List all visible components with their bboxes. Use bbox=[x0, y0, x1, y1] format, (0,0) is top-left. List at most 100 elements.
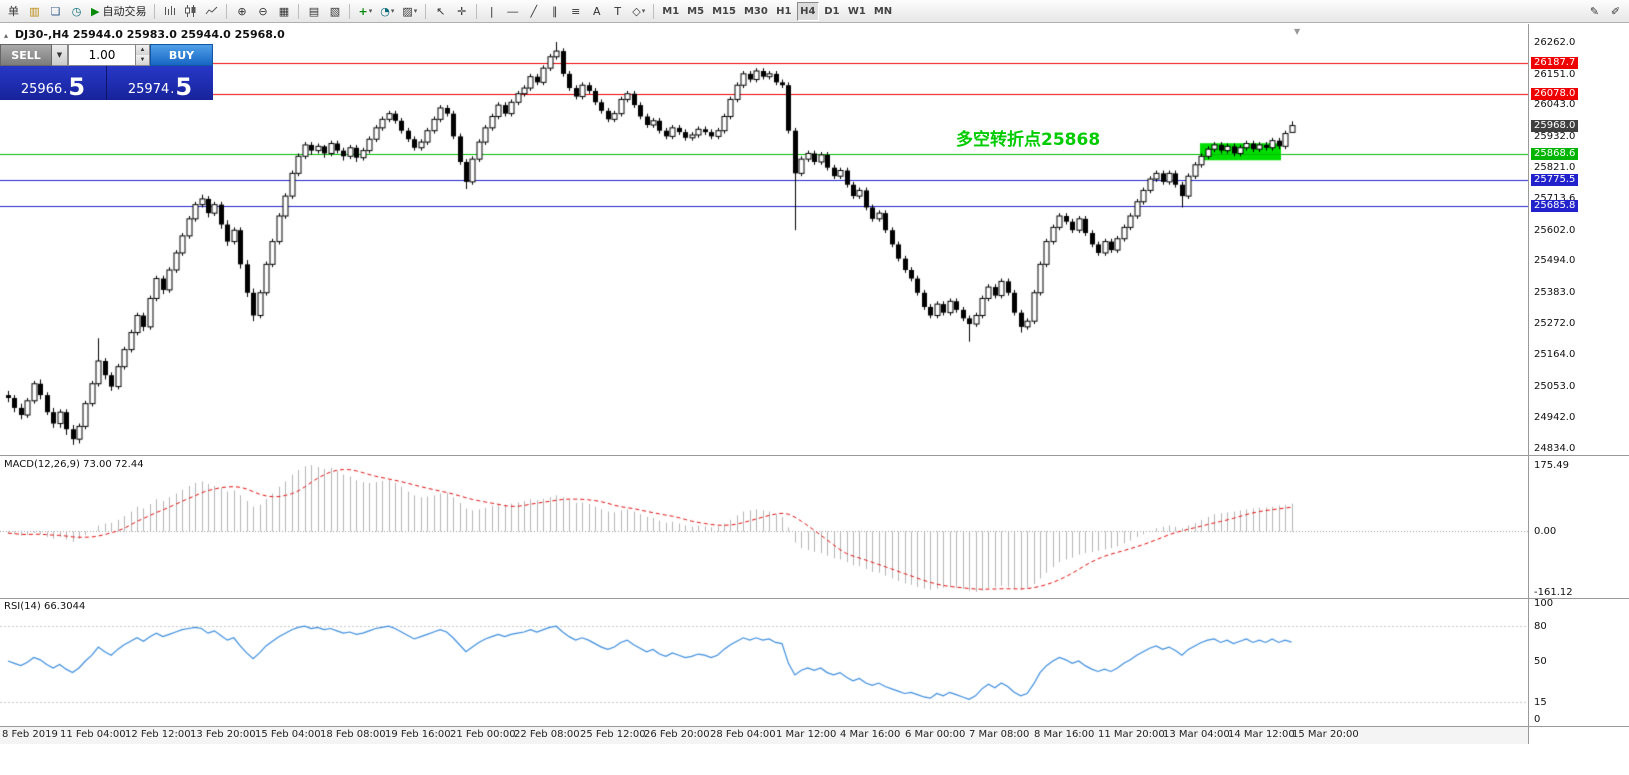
sell-button[interactable]: SELL bbox=[0, 44, 52, 66]
crosshair-icon[interactable]: ✛ bbox=[452, 2, 471, 21]
price-tick: 25494.0 bbox=[1534, 255, 1576, 267]
candles-icon[interactable] bbox=[181, 2, 200, 21]
timeframe-d1[interactable]: D1 bbox=[821, 2, 843, 21]
price-tick: 25821.0 bbox=[1534, 162, 1576, 174]
price-tick: 25053.0 bbox=[1534, 380, 1576, 392]
sell-quote[interactable]: 25966 . 5 bbox=[20, 73, 86, 101]
line-chart-icon[interactable] bbox=[202, 2, 221, 21]
macd-canvas[interactable] bbox=[0, 455, 1528, 598]
track-chart-icon[interactable]: ▧ bbox=[325, 2, 344, 21]
dropdown-arrow-icon: ▾ bbox=[368, 7, 373, 15]
rsi-tick: 50 bbox=[1534, 656, 1547, 667]
menu-button[interactable]: 单 bbox=[4, 2, 23, 21]
macd-indicator-label: MACD(12,26,9) 73.00 72.44 bbox=[4, 459, 144, 470]
timeframe-m1[interactable]: M1 bbox=[659, 2, 682, 21]
toolbar-separator bbox=[476, 3, 478, 19]
price-tick: 25272.0 bbox=[1534, 318, 1576, 330]
charts-grid-icon[interactable]: ❏ bbox=[46, 2, 65, 21]
volume-up-button[interactable]: ▲ bbox=[136, 45, 149, 55]
add-indicator-icon[interactable]: + ▾ bbox=[355, 2, 375, 21]
toolbar-separator bbox=[349, 3, 351, 19]
time-label: 21 Feb 00:00 bbox=[450, 729, 516, 740]
dropdown-arrow-icon: ▾ bbox=[390, 7, 395, 15]
timeframe-m15[interactable]: M15 bbox=[709, 2, 739, 21]
timeframe-group: M1 M5 M15 M30 H1 H4 D1 W1 MN bbox=[658, 1, 896, 21]
time-label: 13 Mar 04:00 bbox=[1163, 729, 1230, 740]
period-clock-icon[interactable]: ◔ ▾ bbox=[377, 2, 397, 21]
buy-button[interactable]: BUY bbox=[150, 44, 213, 66]
zoom-out-icon[interactable]: ⊖ bbox=[253, 2, 272, 21]
rsi-indicator-label: RSI(14) 66.3044 bbox=[4, 601, 86, 612]
timeframe-h4[interactable]: H4 bbox=[796, 1, 819, 21]
toolbar-separator bbox=[226, 3, 228, 19]
vline-icon[interactable]: | bbox=[482, 2, 501, 21]
cursor-icon[interactable]: ↖ bbox=[431, 2, 450, 21]
volume-down-button[interactable]: ▼ bbox=[136, 55, 149, 65]
market-watch-icon[interactable]: ◷ bbox=[67, 2, 86, 21]
time-label: 22 Feb 08:00 bbox=[514, 729, 580, 740]
price-tick: 25932.0 bbox=[1534, 130, 1576, 142]
cascade-windows-icon[interactable]: ▤ bbox=[304, 2, 323, 21]
fibonacci-icon[interactable]: ≡ bbox=[566, 2, 585, 21]
label-icon[interactable]: T bbox=[608, 2, 627, 21]
macd-tick: 0.00 bbox=[1534, 526, 1557, 538]
channel-icon[interactable]: ∥ bbox=[545, 2, 564, 21]
macd-panel-separator[interactable] bbox=[0, 455, 1629, 456]
price-tick: 25602.0 bbox=[1534, 224, 1576, 236]
timeframe-h1[interactable]: H1 bbox=[773, 2, 795, 21]
macd-tick: 175.49 bbox=[1534, 460, 1569, 471]
order-options-dropdown[interactable]: ▼ bbox=[52, 44, 68, 66]
chart-symbol-period: DJ30-,H4 bbox=[14, 28, 69, 41]
price-axis[interactable]: 26262.0 26151.0 26043.0 25932.0 25821.0 25713… bbox=[1529, 0, 1629, 775]
time-label: 7 Mar 08:00 bbox=[969, 729, 1030, 740]
buy-quote[interactable]: 25974 . 5 bbox=[106, 66, 213, 100]
time-label: 18 Feb 08:00 bbox=[320, 729, 386, 740]
new-order-icon[interactable]: ▥ bbox=[25, 2, 44, 21]
toolbar: 单 ▥ ❏ ◷ ▶ 自动交易 ⊕ ⊖ ▦ ▤ ▧ + ▾ ◔ ▾ ▨ ▾ ↖ ✛ | … bbox=[0, 0, 1629, 23]
macd-tick: -161.12 bbox=[1534, 587, 1573, 598]
trendline-icon[interactable]: ╱ bbox=[524, 2, 543, 21]
timeframe-m30[interactable]: M30 bbox=[741, 2, 771, 21]
templates-icon[interactable]: ▨ ▾ bbox=[399, 2, 420, 21]
timeframe-mn[interactable]: MN bbox=[871, 2, 895, 21]
chart-ohlc: 25944.0 25983.0 25944.0 25968.0 bbox=[72, 28, 285, 41]
price-tick: 24942.0 bbox=[1534, 412, 1576, 424]
rsi-tick: 0 bbox=[1534, 714, 1541, 725]
volume-input[interactable] bbox=[68, 44, 136, 66]
menu-label: 单 bbox=[8, 5, 19, 18]
time-label: 6 Mar 00:00 bbox=[905, 729, 966, 740]
toolbar-separator bbox=[653, 3, 655, 19]
hline-icon[interactable]: ― bbox=[503, 2, 522, 21]
price-tick: 26043.0 bbox=[1534, 99, 1576, 111]
main-chart-canvas[interactable] bbox=[0, 24, 1528, 455]
timeframe-w1[interactable]: W1 bbox=[845, 2, 869, 21]
time-axis[interactable]: 8 Feb 2019 11 Feb 04:00 12 Feb 12:00 13 Feb… bbox=[0, 727, 1528, 744]
time-label: 8 Mar 16:00 bbox=[1034, 729, 1095, 740]
time-label: 15 Feb 04:00 bbox=[255, 729, 321, 740]
price-tick: 25383.0 bbox=[1534, 286, 1576, 298]
time-label: 26 Feb 20:00 bbox=[644, 729, 710, 740]
rsi-panel-separator[interactable] bbox=[0, 598, 1629, 599]
trade-panel-toggle-icon[interactable]: ▴ bbox=[4, 31, 9, 40]
resistance-tag-2: 26078.0 bbox=[1531, 88, 1579, 101]
dropdown-arrow-icon: ▾ bbox=[413, 7, 418, 15]
toolbar-separator bbox=[154, 3, 156, 19]
pencil-icon[interactable]: ✎ bbox=[1585, 2, 1604, 21]
properties-icon[interactable]: ✐ bbox=[1606, 2, 1625, 21]
time-label: 19 Feb 16:00 bbox=[385, 729, 451, 740]
zoom-in-icon[interactable]: ⊕ bbox=[232, 2, 251, 21]
bars-icon[interactable] bbox=[160, 2, 179, 21]
time-axis-separator bbox=[0, 726, 1629, 727]
shapes-icon[interactable]: ◇ ▾ bbox=[629, 2, 648, 21]
resistance-tag-1: 26187.7 bbox=[1531, 57, 1579, 70]
tile-windows-icon[interactable]: ▦ bbox=[274, 2, 293, 21]
rsi-canvas[interactable] bbox=[0, 598, 1528, 726]
rsi-tick: 100 bbox=[1534, 598, 1554, 609]
autotrade-button[interactable]: ▶ 自动交易 bbox=[88, 2, 149, 21]
autotrade-label: 自动交易 bbox=[102, 5, 147, 18]
support-tag-2: 25685.8 bbox=[1531, 199, 1579, 212]
text-icon[interactable]: A bbox=[587, 2, 606, 21]
volume-stepper: ▲ ▼ bbox=[136, 44, 150, 66]
pivot-tag: 25868.6 bbox=[1531, 147, 1579, 160]
timeframe-m5[interactable]: M5 bbox=[684, 2, 707, 21]
